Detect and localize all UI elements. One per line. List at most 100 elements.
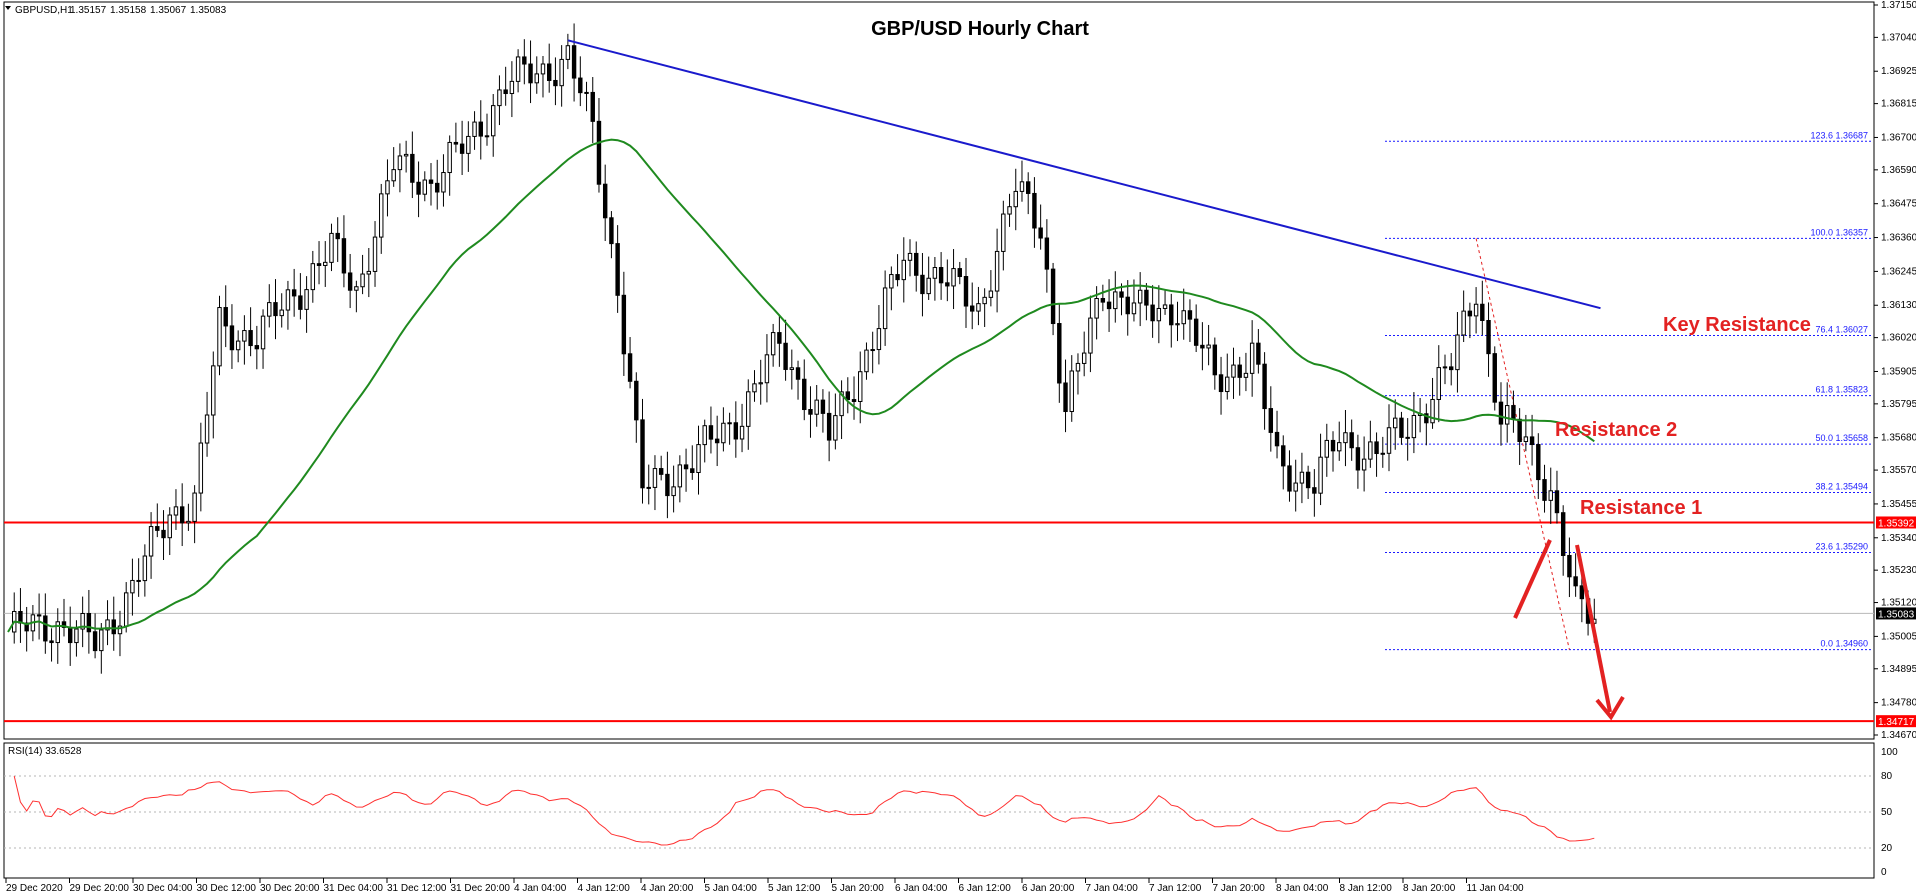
candle-body	[609, 217, 614, 245]
candle-body	[354, 286, 359, 291]
candle-body	[1386, 427, 1392, 454]
candle-body	[379, 193, 384, 238]
candle-body	[1523, 436, 1529, 443]
annotation-resistance-2: Resistance 2	[1555, 419, 1677, 441]
candle-body	[752, 383, 757, 393]
price-tick-label: 1.35120	[1881, 598, 1916, 609]
current-price-tag: 1.35083	[1878, 609, 1915, 620]
price-tick-label: 1.36475	[1881, 199, 1916, 210]
candle-body	[403, 153, 409, 157]
candle-body	[260, 315, 266, 350]
candle-body	[721, 422, 726, 444]
candle-body	[1044, 237, 1050, 270]
candle-body	[938, 267, 944, 284]
candle-body	[1019, 181, 1025, 192]
level-price-tag-bg	[1876, 516, 1916, 529]
candle-body	[92, 631, 98, 652]
current-price-tag-bg	[1876, 607, 1916, 620]
trendline-line	[567, 39, 1601, 310]
price-tick-label: 1.35905	[1881, 366, 1916, 377]
price-panel-frame	[3, 1, 1875, 740]
price-tick-label: 1.36130	[1881, 300, 1916, 311]
candle-body	[708, 425, 714, 440]
candle-body	[658, 468, 664, 475]
candle-body	[55, 621, 60, 644]
candle-body	[1162, 304, 1168, 309]
candle-body	[217, 307, 222, 367]
candle-body	[839, 391, 844, 417]
candle-body	[696, 444, 701, 474]
candle-body	[1106, 301, 1112, 310]
candle-body	[627, 353, 633, 382]
candle-body	[61, 621, 67, 628]
price-tick-label: 1.35795	[1881, 399, 1916, 410]
candle-body	[304, 289, 309, 310]
time-tick-label: 29 Dec 20:00	[70, 883, 130, 894]
candle-body	[1337, 442, 1342, 452]
rsi-panel: RSI(14) 33.6528	[3, 742, 1875, 879]
candle-body	[976, 303, 981, 312]
candle-body	[889, 274, 894, 289]
candle-body	[1218, 374, 1224, 393]
candle-body	[1473, 303, 1479, 317]
candle-body	[540, 63, 546, 75]
candle-body	[24, 622, 29, 632]
candle-body	[1324, 439, 1330, 458]
time-axis: 29 Dec 2020 29 Dec 20:00 30 Dec 04:00 30 De…	[5, 878, 1524, 894]
candle-body	[310, 263, 316, 291]
annotation-key-resistance: Key Resistance	[1663, 314, 1811, 336]
candle-body	[142, 555, 148, 582]
candle-body	[833, 415, 838, 441]
time-tick-label: 7 Jan 12:00	[1149, 883, 1202, 894]
candle-body	[758, 382, 763, 385]
candle-body	[615, 243, 620, 296]
candle-body	[267, 302, 272, 317]
candle-body	[820, 399, 826, 414]
candle-body	[1442, 366, 1448, 369]
candle-body	[173, 506, 179, 516]
candle-body	[1274, 431, 1280, 447]
candle-body	[920, 274, 925, 295]
candle-body	[204, 414, 210, 444]
candle-body	[1262, 363, 1267, 410]
candle-body	[316, 263, 322, 266]
rsi-line	[13, 775, 1595, 846]
level-price-tag: 1.34717	[1878, 717, 1915, 728]
candle-body	[845, 391, 851, 401]
candle-body	[1361, 458, 1367, 471]
candle-body	[347, 272, 353, 291]
candle-body	[1119, 291, 1124, 298]
candle-body	[1225, 376, 1230, 393]
candle-body	[385, 180, 390, 195]
price-tick-label: 1.36020	[1881, 333, 1916, 344]
candle-body	[248, 330, 253, 347]
time-tick-label: 6 Jan 12:00	[959, 883, 1012, 894]
fib-anchor-line	[1475, 238, 1570, 650]
candle-body	[652, 468, 658, 488]
candle-body	[777, 332, 782, 344]
candle-body	[1579, 585, 1585, 600]
candle-body	[1206, 344, 1211, 349]
candle-body	[397, 155, 403, 171]
candle-body	[1032, 192, 1037, 229]
price-panel	[3, 1, 1875, 740]
trendline	[567, 39, 1601, 310]
candle-body	[1542, 479, 1547, 501]
time-tick-label: 30 Dec 12:00	[197, 883, 257, 894]
candle-body	[1573, 576, 1578, 587]
candle-body	[665, 473, 670, 497]
candle-body	[802, 378, 807, 411]
ohlc-close: 1.35083	[190, 5, 227, 16]
candle-body	[435, 182, 440, 193]
candle-body	[1150, 304, 1155, 322]
candle-body	[441, 172, 446, 193]
candle-body	[1268, 408, 1274, 433]
candle-body	[1181, 310, 1186, 325]
candle-body	[814, 399, 819, 415]
fib-level-label: 100.0 1.36357	[1810, 227, 1868, 237]
candle-body	[957, 268, 962, 278]
candle-body	[1529, 436, 1535, 446]
candle-body	[634, 380, 639, 421]
candle-body	[1399, 417, 1404, 438]
candle-body	[982, 296, 987, 305]
